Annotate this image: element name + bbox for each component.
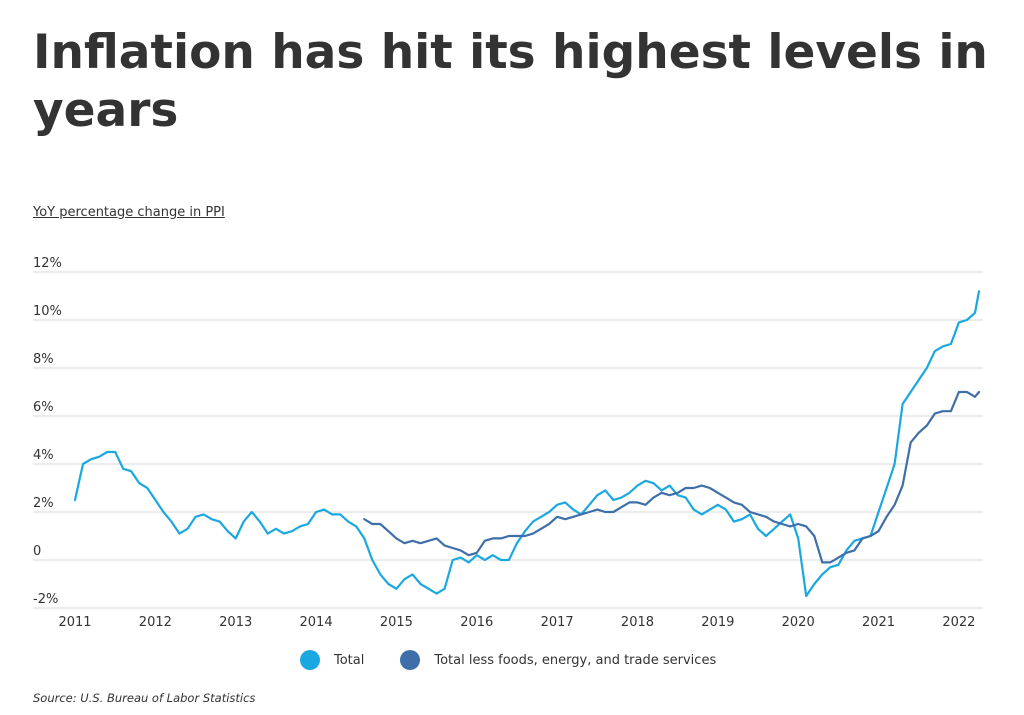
chart-title: Inflation has hit its highest levels in … [33, 25, 988, 138]
y-tick-label: 8% [33, 352, 54, 367]
x-tick-label: 2021 [862, 615, 895, 630]
y-tick-label: 2% [33, 496, 54, 511]
y-tick-label: 12% [33, 256, 62, 271]
gridlines [33, 271, 983, 609]
legend: Total Total less foods, energy, and trad… [300, 650, 752, 670]
x-tick-label: 2018 [621, 615, 654, 630]
legend-label-total: Total [334, 652, 365, 668]
y-tick-label: 10% [33, 304, 62, 319]
x-tick-label: 2012 [139, 615, 172, 630]
legend-item-core[interactable]: Total less foods, energy, and trade serv… [400, 650, 716, 670]
series-line-core [363, 390, 981, 564]
x-tick-label: 2017 [541, 615, 574, 630]
y-tick-label: -2% [33, 592, 58, 607]
y-tick-label: 6% [33, 400, 54, 415]
line-chart: -2%02%4%6%8%10%12% 2011 2012 2013 2014 2015 2… [33, 256, 983, 630]
series-lines [73, 290, 981, 598]
source-note: Source: U.S. Bureau of Labor Statistics [33, 691, 256, 705]
series-line-total [73, 290, 981, 598]
y-tick-label: 0 [33, 544, 41, 559]
x-tick-labels: 2011 2012 2013 2014 2015 2016 2017 2018 2019 2020… [58, 615, 975, 630]
x-tick-label: 2016 [460, 615, 493, 630]
x-tick-label: 2014 [300, 615, 333, 630]
y-tick-labels: -2% 0 2% 4% 6% 8% 10% 12% [33, 256, 62, 607]
x-tick-label: 2011 [58, 615, 91, 630]
y-tick-label: 4% [33, 448, 54, 463]
legend-swatch-core [400, 650, 421, 670]
x-tick-label: 2020 [782, 615, 815, 630]
x-tick-label: 2019 [701, 615, 734, 630]
legend-swatch-total [300, 650, 320, 670]
legend-item-total[interactable]: Total [300, 650, 364, 670]
y-axis-caption: YoY percentage change in PPI [33, 205, 225, 220]
x-tick-label: 2013 [219, 615, 252, 630]
x-tick-label: 2015 [380, 615, 413, 630]
legend-label-core: Total less foods, energy, and trade serv… [434, 652, 717, 668]
x-tick-label: 2022 [942, 615, 975, 630]
